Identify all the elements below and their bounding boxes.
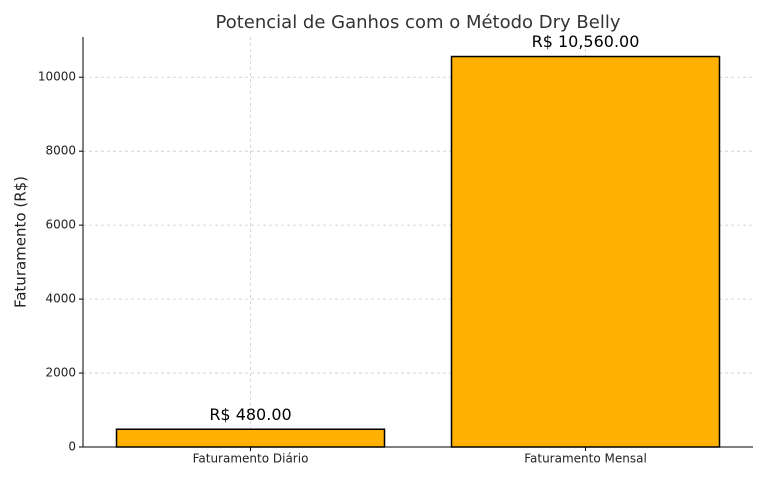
y-tick-label: 10000	[38, 70, 76, 84]
y-tick-label: 2000	[45, 366, 76, 380]
value-label: R$ 480.00	[209, 405, 291, 424]
y-tick-label: 4000	[45, 292, 76, 306]
chart-title: Potencial de Ganhos com o Método Dry Bel…	[216, 12, 621, 33]
y-tick-label: 8000	[45, 144, 76, 158]
x-tick-label: Faturamento Mensal	[524, 452, 647, 466]
y-tick-label: 0	[68, 440, 76, 454]
bar	[115, 428, 386, 448]
y-tick-label: 6000	[45, 218, 76, 232]
value-label: R$ 10,560.00	[532, 32, 640, 51]
y-axis-label: Faturamento (R$)	[12, 176, 30, 308]
x-tick-label: Faturamento Diário	[193, 452, 309, 466]
bar	[450, 55, 721, 448]
